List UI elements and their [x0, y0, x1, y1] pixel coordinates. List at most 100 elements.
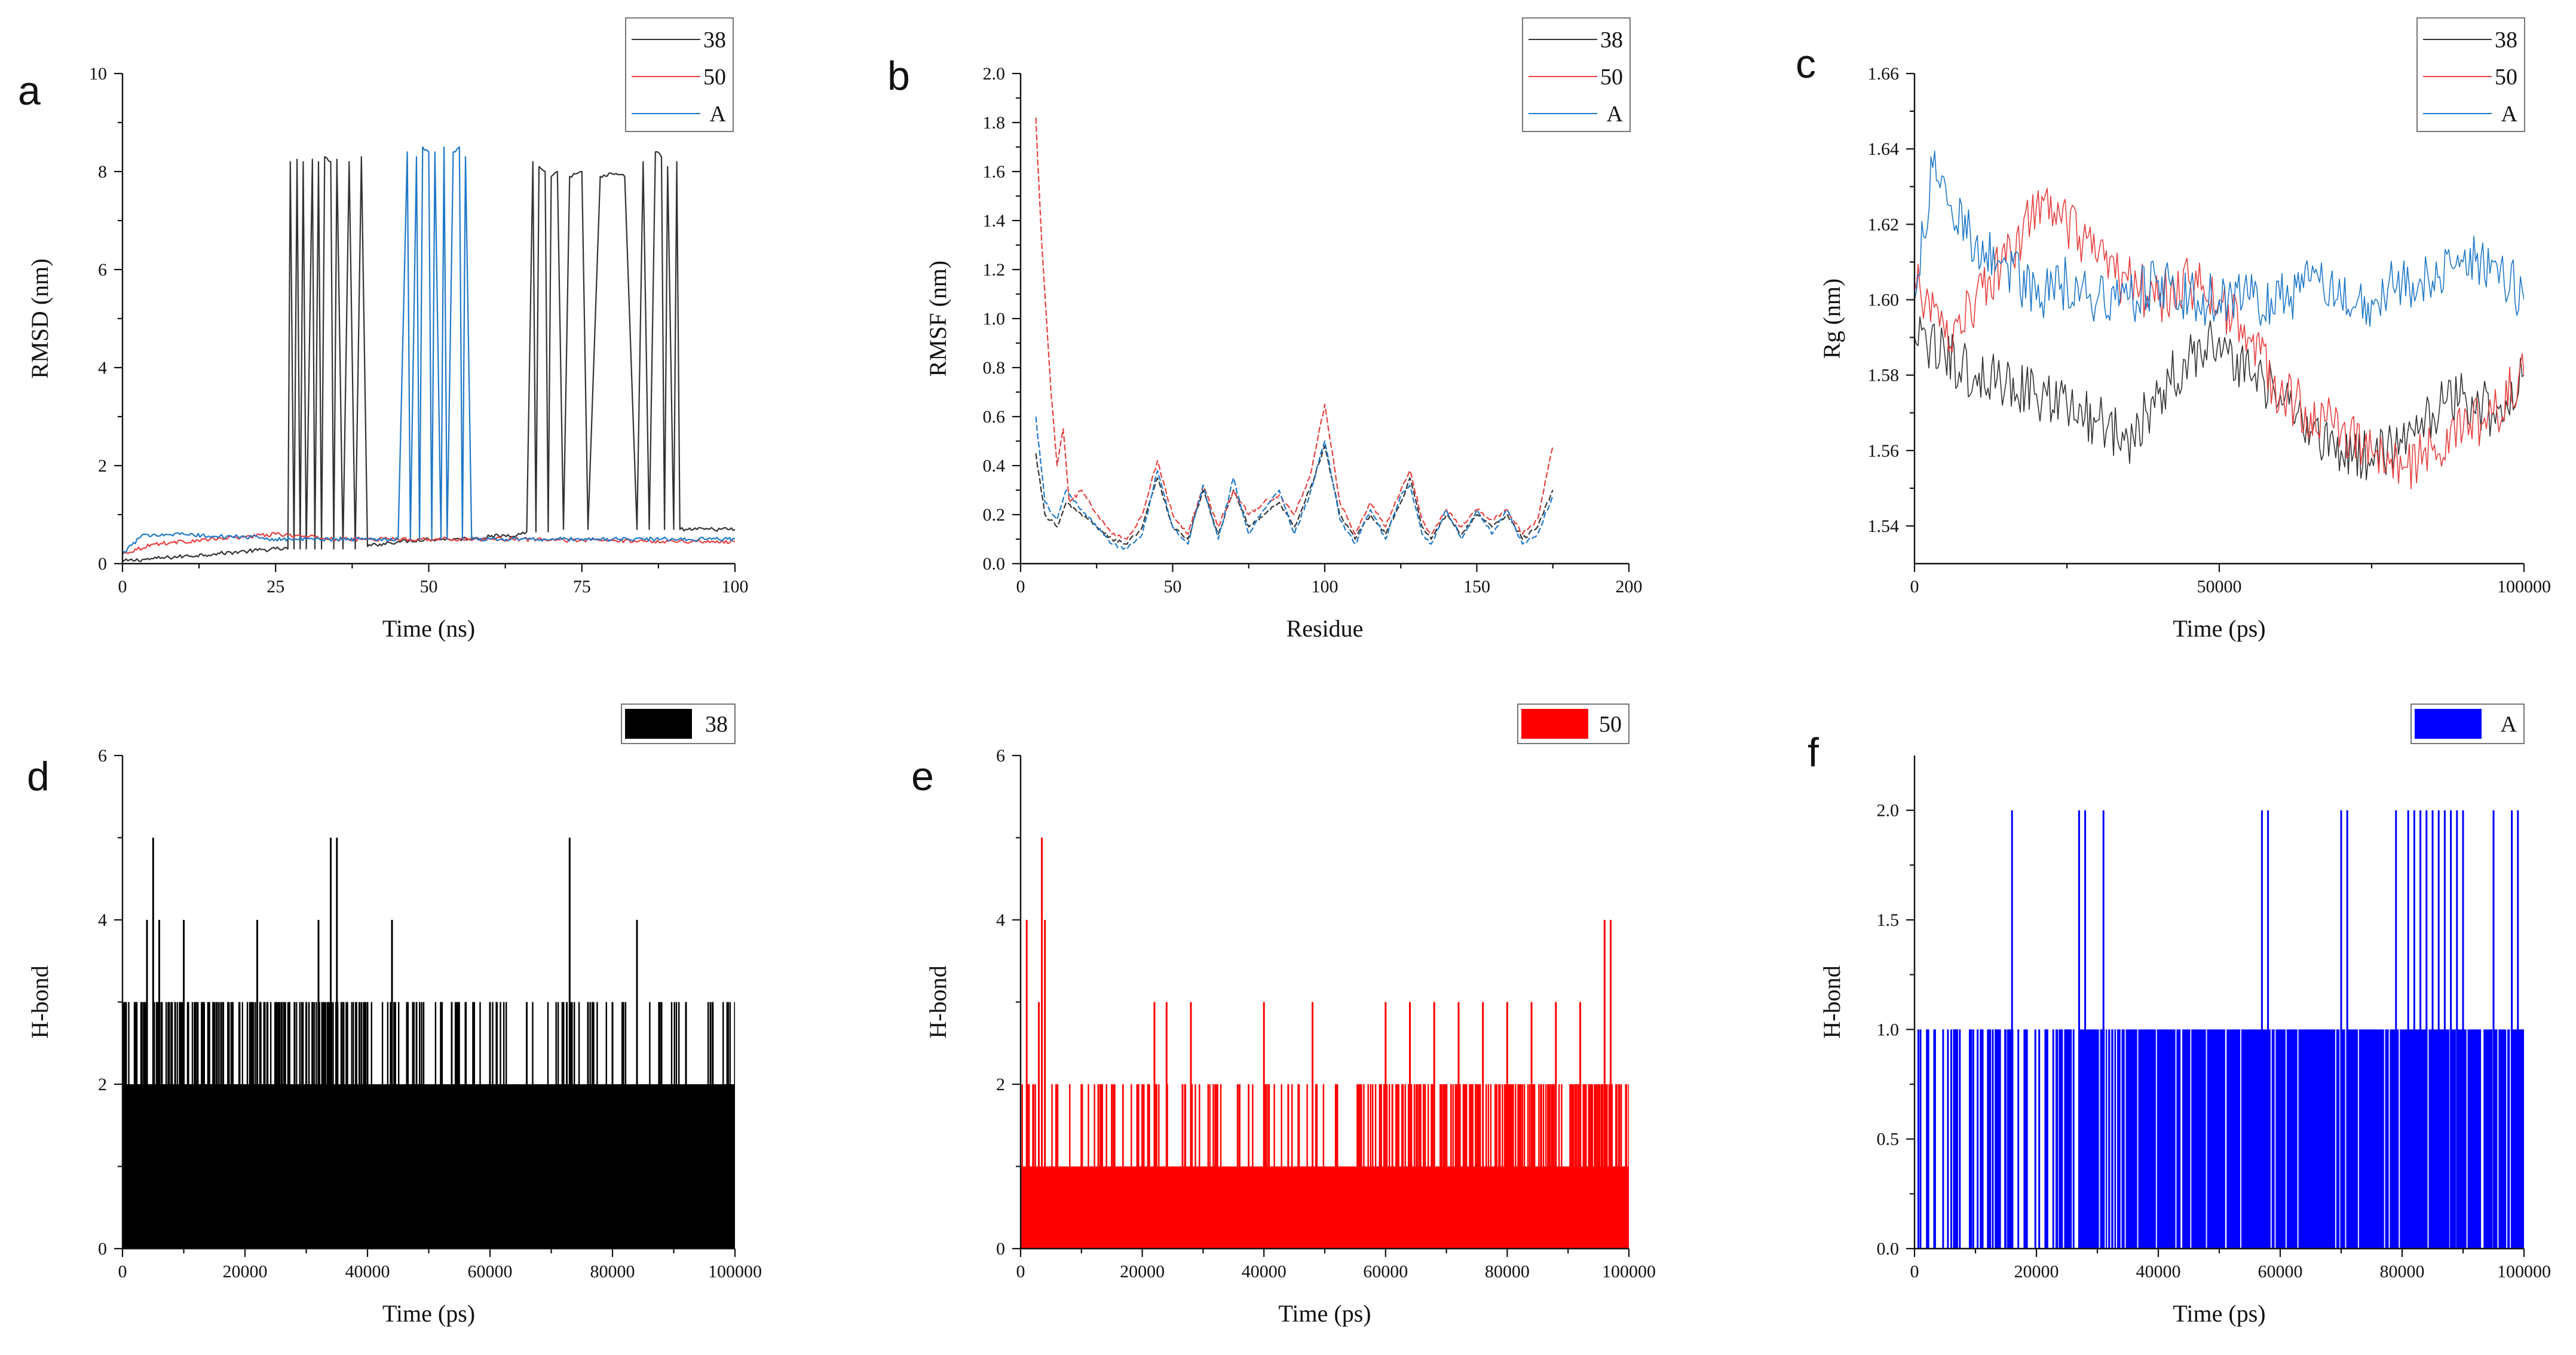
hbond-gap-f: [2110, 1029, 2112, 1249]
x-tick-label-f: 20000: [2014, 1262, 2059, 1281]
hbond-bar-d: [203, 1002, 204, 1249]
y-tick-label-a: 10: [89, 64, 107, 84]
hbond-bar-e: [1043, 1166, 1045, 1249]
hbond-bar-e: [1552, 1084, 1555, 1249]
hbond-bar-e: [1485, 1084, 1487, 1249]
hbond-bar-e: [1316, 1084, 1318, 1249]
hbond-bar-f: [2072, 1029, 2075, 1249]
panel-letter-c: c: [1796, 41, 1816, 87]
hbond-bar-e: [1338, 1166, 1340, 1249]
hbond-bar-d: [175, 1084, 177, 1249]
hbond-bar-d: [287, 1002, 289, 1249]
legend-label-c-A: A: [2501, 102, 2518, 127]
hbond-bar-e: [1477, 1084, 1478, 1249]
hbond-bar-e: [1058, 1166, 1060, 1249]
legend-label-f-A: A: [2501, 712, 2517, 737]
chart-panel-d: d 0 20000 40000 60000 80000 100000 0 2 4 6 Time (ps…: [26, 704, 762, 1327]
hbond-bar-d: [376, 1084, 378, 1249]
hbond-bar-d: [373, 1084, 375, 1249]
hbond-bar-d: [293, 1002, 295, 1249]
hbond-spike-f: [2517, 810, 2519, 1249]
hbond-spike-e: [1360, 1084, 1362, 1249]
hbond-bar-d: [495, 1084, 497, 1249]
x-axis-label-e: Time (ps): [1278, 1300, 1371, 1327]
hbond-bar-f: [1981, 1029, 1984, 1249]
hbond-bar-e: [1304, 1166, 1306, 1249]
hbond-spike-e: [1287, 1084, 1289, 1249]
hbond-bar-e: [1407, 1084, 1410, 1249]
hbond-spike-e: [1555, 1002, 1557, 1249]
hbond-bar-e: [1569, 1084, 1571, 1249]
hbond-bar-d: [216, 1002, 218, 1249]
hbond-bar-e: [1252, 1084, 1254, 1249]
hbond-bar-f: [2009, 1029, 2011, 1249]
hbond-gap-f: [2116, 1029, 2118, 1249]
hbond-bar-f: [1998, 1029, 2000, 1249]
hbond-bar-d: [457, 1002, 458, 1249]
hbond-spike-d: [489, 1002, 491, 1249]
hbond-bar-d: [284, 1002, 286, 1249]
hbond-bar-d: [437, 1084, 439, 1249]
hbond-spike-e: [1190, 1002, 1192, 1249]
hbond-bar-e: [1450, 1084, 1452, 1249]
x-tick-label-b: 200: [1616, 577, 1643, 597]
y-tick-label-c: 1.64: [1868, 139, 1900, 159]
hbond-bar-d: [260, 1002, 262, 1249]
hbond-spike-f: [2078, 810, 2080, 1249]
hbond-bar-e: [1584, 1084, 1586, 1249]
hbond-bar-d: [624, 1002, 627, 1249]
legend-b: 38 50 A: [1522, 17, 1631, 132]
y-tick-label-f: 1.0: [1877, 1020, 1900, 1039]
hbond-bar-d: [316, 1002, 317, 1249]
hbond-bar-e: [1620, 1084, 1622, 1249]
hbond-bar-f: [1947, 1029, 1949, 1249]
hbond-bar-e: [1608, 1084, 1610, 1249]
hbond-spike-d: [342, 1002, 344, 1249]
hbond-bar-d: [555, 1084, 558, 1249]
hbond-spike-f: [2407, 810, 2409, 1249]
hbond-bar-e: [1441, 1084, 1443, 1249]
hbond-bar-e: [1503, 1084, 1506, 1249]
y-tick-label-e: 2: [996, 1075, 1005, 1094]
y-axis-label-b: RMSF (nm): [924, 261, 951, 377]
hbond-bar-e: [1463, 1084, 1465, 1249]
hbond-spike-f: [2102, 810, 2105, 1249]
hbond-bar-d: [179, 1002, 180, 1249]
series-line-c-A: [1915, 150, 2524, 327]
hbond-gap-f: [2466, 1029, 2468, 1249]
hbond-bar-e: [1469, 1084, 1471, 1249]
hbond-bar-d: [168, 1002, 170, 1249]
hbond-bar-f: [1950, 1029, 1952, 1249]
hbond-bar-d: [135, 1002, 137, 1249]
hbond-gap-f: [2175, 1029, 2177, 1249]
hbond-bar-d: [179, 1002, 181, 1249]
x-axis-label-f: Time (ps): [2173, 1300, 2265, 1327]
x-tick-label-b: 150: [1463, 577, 1490, 597]
hbond-bar-e: [1325, 1166, 1327, 1249]
x-tick-label-e: 80000: [1485, 1262, 1530, 1281]
y-axis-label-a: RMSD (nm): [26, 258, 53, 378]
y-tick-label-d: 0: [98, 1239, 107, 1259]
y-axis-label-e: H-bond: [924, 965, 951, 1038]
hbond-bar-e: [1415, 1084, 1417, 1249]
hbond-gap-f: [2270, 1029, 2272, 1249]
hbond-bar-e: [1032, 1084, 1034, 1249]
hbond-bar-d: [618, 1084, 620, 1249]
series-line-a-A: [122, 146, 735, 555]
y-tick-label-b: 1.2: [983, 260, 1006, 280]
hbond-spike-d: [232, 1002, 234, 1249]
hbond-bar-e: [1100, 1166, 1102, 1249]
hbond-bar-f: [1917, 1029, 1919, 1249]
legend-f: A: [2410, 704, 2525, 744]
hbond-bar-d: [214, 1002, 216, 1249]
hbond-bar-e: [1428, 1084, 1429, 1249]
hbond-bar-e: [1589, 1084, 1591, 1249]
hbond-bar-d: [369, 1084, 371, 1249]
hbond-bar-d: [658, 1002, 660, 1249]
y-tick-label-e: 6: [996, 746, 1005, 766]
hbond-bar-d: [312, 1002, 314, 1249]
hbond-spike-d: [152, 837, 154, 1249]
hbond-bar-d: [241, 1002, 243, 1249]
hbond-bar-f: [1942, 1029, 1944, 1249]
x-tick-label-a: 25: [267, 577, 284, 597]
